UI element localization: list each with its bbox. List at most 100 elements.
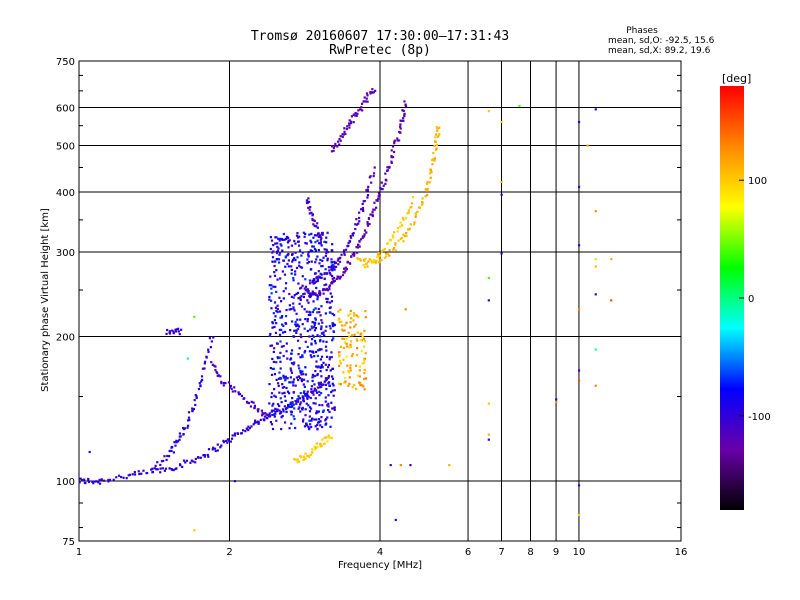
- echo-point: [282, 354, 285, 358]
- echo-point: [363, 359, 366, 362]
- echo-point: [302, 231, 305, 234]
- echo-point: [321, 366, 324, 369]
- echo-point: [264, 412, 267, 415]
- echo-point: [312, 335, 316, 338]
- echo-point: [270, 423, 274, 426]
- echo-point: [315, 410, 318, 413]
- echo-point: [309, 407, 313, 410]
- echo-point: [166, 328, 169, 332]
- echo-point: [278, 239, 281, 242]
- echo-point: [328, 384, 331, 387]
- echo-point: [299, 298, 302, 302]
- echo-point: [349, 236, 353, 239]
- echo-point: [319, 338, 322, 342]
- echo-point: [205, 355, 208, 358]
- echo-point: [363, 345, 366, 348]
- echo-point: [282, 376, 285, 379]
- echo-point: [290, 320, 294, 323]
- echo-point: [396, 230, 399, 233]
- echo-point: [371, 259, 374, 262]
- echo-point: [186, 426, 189, 429]
- echo-point: [199, 456, 202, 459]
- echo-point: [234, 390, 237, 393]
- phase-stats-heading: Phases: [626, 26, 658, 36]
- echo-point: [303, 390, 306, 393]
- echo-point: [338, 321, 341, 324]
- echo-point: [292, 391, 295, 394]
- echo-point: [366, 100, 369, 103]
- echo-point: [276, 242, 279, 245]
- echo-point: [332, 267, 335, 270]
- echo-point: [355, 314, 358, 317]
- echo-point: [198, 382, 201, 385]
- echo-point: [279, 397, 282, 400]
- echo-point: [332, 384, 335, 387]
- echo-point: [303, 235, 306, 238]
- echo-point: [344, 248, 348, 251]
- echo-point: [287, 246, 290, 249]
- echo-point: [500, 180, 503, 184]
- echo-point: [320, 325, 323, 328]
- echo-point: [282, 344, 285, 348]
- echo-point: [380, 250, 383, 253]
- echo-point: [203, 360, 207, 363]
- echo-point: [275, 290, 278, 294]
- echo-point: [426, 194, 429, 197]
- echo-point: [326, 404, 329, 407]
- echo-point: [366, 224, 370, 227]
- echo-point: [353, 333, 356, 336]
- echo-point: [319, 238, 322, 241]
- echo-point: [290, 410, 294, 414]
- echo-point: [362, 337, 365, 340]
- echo-point: [346, 244, 350, 248]
- echo-point: [338, 317, 341, 320]
- echo-point: [271, 404, 274, 407]
- echo-point: [421, 197, 424, 200]
- echo-point: [357, 243, 360, 246]
- echo-point: [127, 474, 130, 477]
- echo-point: [305, 310, 308, 313]
- echo-point: [325, 248, 328, 251]
- echo-point: [216, 371, 219, 375]
- echo-point: [274, 306, 278, 309]
- echo-point: [178, 333, 181, 336]
- echo-point: [269, 275, 272, 278]
- echo-point: [594, 210, 597, 213]
- echo-point: [277, 237, 280, 240]
- echo-point: [284, 315, 288, 318]
- echo-point: [283, 273, 287, 276]
- echo-point: [284, 377, 287, 380]
- echo-point: [294, 320, 297, 324]
- echo-point: [354, 114, 357, 117]
- echo-point: [166, 454, 169, 458]
- echo-point: [393, 231, 396, 234]
- echo-point: [330, 266, 333, 269]
- echo-point: [238, 392, 242, 396]
- echo-point: [331, 280, 334, 284]
- echo-point: [594, 348, 597, 351]
- echo-point: [343, 381, 346, 384]
- echo-point: [594, 258, 597, 261]
- echo-point: [273, 264, 276, 268]
- echo-point: [355, 114, 358, 118]
- echo-point: [311, 334, 314, 337]
- echo-point: [330, 264, 333, 267]
- echo-point: [339, 362, 342, 365]
- echo-point: [217, 374, 220, 377]
- echo-point: [365, 189, 368, 192]
- echo-point: [290, 413, 293, 416]
- echo-point: [409, 463, 412, 467]
- echo-point: [325, 417, 328, 421]
- echo-point: [487, 402, 490, 405]
- echo-point: [351, 385, 354, 389]
- echo-point: [323, 334, 326, 337]
- echo-point: [304, 289, 307, 292]
- echo-point: [343, 329, 346, 332]
- echo-point: [222, 441, 226, 444]
- echo-point: [331, 274, 334, 278]
- echo-point: [197, 387, 201, 391]
- echo-point: [305, 424, 309, 427]
- echo-point: [326, 416, 329, 419]
- echo-point: [269, 236, 273, 239]
- echo-point: [281, 383, 284, 386]
